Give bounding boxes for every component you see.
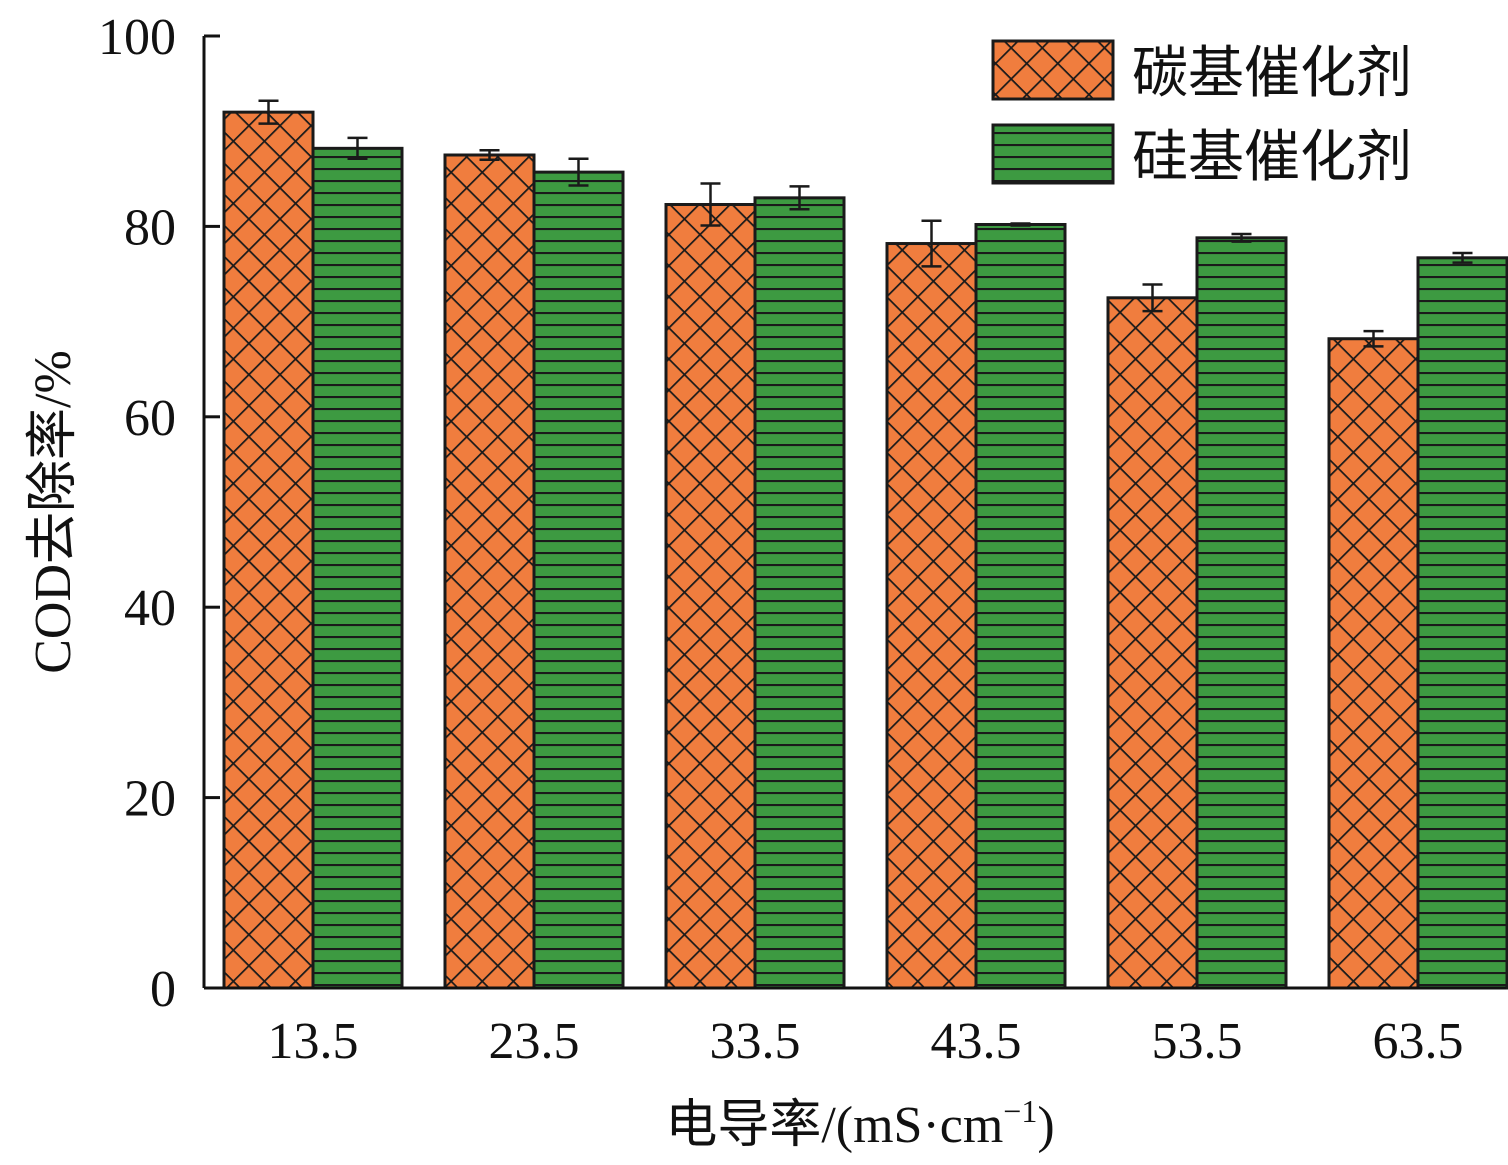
error-bar-carbon-33_5: [700, 182, 721, 227]
legend-swatch-silicon: [991, 123, 1115, 185]
error-bar-silicon-33_5: [789, 185, 810, 211]
legend-label-silicon: 硅基催化剂: [1132, 125, 1412, 190]
bar-carbon-33_5: [664, 203, 757, 990]
legend-swatch-carbon: [991, 39, 1115, 101]
y-tick-label: 60: [124, 390, 176, 447]
error-bar-carbon-23_5: [479, 148, 500, 162]
error-bar-silicon-53_5: [1231, 232, 1252, 243]
y-tick-labels: 0 20 40 60 80 100: [98, 9, 176, 1018]
x-tick-label: 23.5: [489, 1013, 580, 1070]
error-bar-carbon-53_5: [1142, 283, 1163, 313]
x-tick-label: 33.5: [710, 1013, 801, 1070]
x-tick-labels: 13.5 23.5 33.5 43.5 53.5 63.5: [268, 1013, 1464, 1070]
bar-silicon-23_5: [532, 170, 625, 990]
bar-carbon-13_5: [222, 110, 315, 990]
x-axis-title-superscript: −1: [1003, 1093, 1037, 1129]
y-axis-title: COD去除率/%: [25, 350, 82, 674]
bar-silicon-33_5: [753, 196, 846, 990]
bar-silicon-63_5: [1416, 256, 1508, 990]
error-bar-silicon-13_5: [347, 136, 368, 161]
y-tick-label: 40: [124, 580, 176, 637]
bar-carbon-43_5: [885, 242, 978, 990]
error-bar-silicon-43_5: [1010, 222, 1031, 227]
y-axis: [202, 34, 220, 990]
error-bar-carbon-63_5: [1363, 329, 1384, 348]
y-tick-label: 0: [150, 961, 176, 1018]
bars-layer: [222, 110, 1508, 990]
legend: 碳基催化剂 硅基催化剂: [991, 39, 1412, 190]
y-tick-label: 100: [98, 9, 176, 66]
bar-silicon-53_5: [1195, 236, 1288, 990]
x-axis-title: 电导率/(mS·cm−1): [665, 1093, 1054, 1154]
y-tick-label: 80: [124, 199, 176, 256]
x-axis-title-tail: ): [1037, 1097, 1054, 1154]
x-tick-label: 53.5: [1152, 1013, 1243, 1070]
error-bar-carbon-13_5: [258, 99, 279, 125]
bar-silicon-43_5: [974, 222, 1067, 990]
error-bar-carbon-43_5: [921, 219, 942, 268]
x-tick-label: 63.5: [1373, 1013, 1464, 1070]
y-tick-label: 20: [124, 771, 176, 828]
bar-carbon-63_5: [1327, 337, 1420, 990]
x-axis-title-main: 电导率/(mS·cm: [665, 1097, 1003, 1154]
error-bar-silicon-63_5: [1452, 251, 1473, 264]
bar-carbon-23_5: [443, 153, 536, 990]
x-tick-label: 43.5: [931, 1013, 1022, 1070]
legend-label-carbon: 碳基催化剂: [1132, 41, 1412, 106]
x-tick-label: 13.5: [268, 1013, 359, 1070]
error-bars-layer: [258, 99, 1473, 348]
error-bar-silicon-23_5: [568, 157, 589, 187]
bar-silicon-13_5: [311, 146, 404, 990]
bar-carbon-53_5: [1106, 296, 1199, 990]
